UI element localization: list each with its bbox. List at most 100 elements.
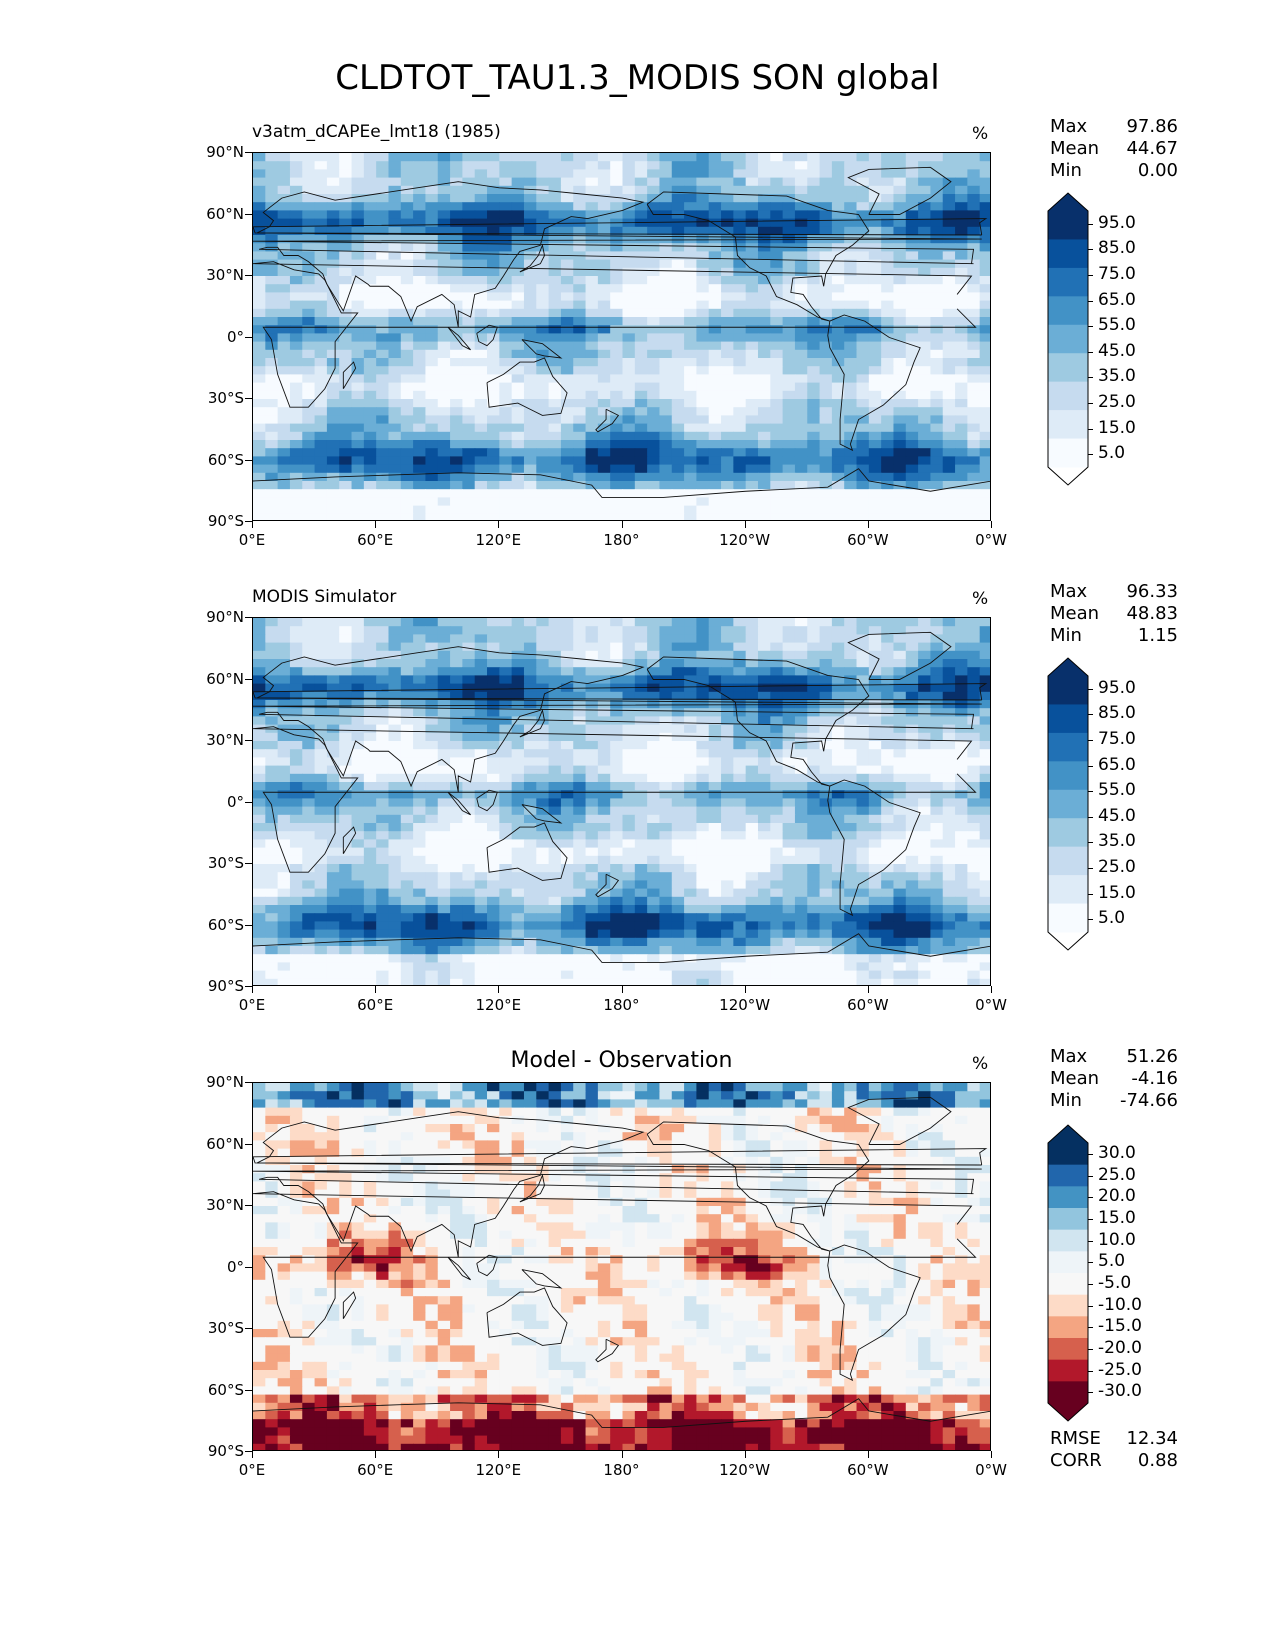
field-cell	[918, 194, 932, 203]
field-cell	[770, 169, 784, 179]
field-cell	[844, 823, 858, 832]
field-cell	[253, 284, 266, 293]
field-cell	[450, 618, 463, 627]
field-cell	[437, 749, 451, 758]
field-cell	[450, 505, 463, 515]
field-cell	[671, 259, 685, 269]
field-cell	[696, 169, 710, 179]
field-cell	[363, 243, 377, 252]
field-cell	[794, 880, 808, 890]
field-cell	[844, 267, 858, 277]
field-cell	[351, 905, 365, 914]
field-cell	[597, 325, 611, 334]
field-cell	[782, 855, 796, 865]
field-cell	[437, 855, 451, 865]
field-cell	[659, 505, 673, 515]
field-cell	[363, 382, 377, 392]
field-cell	[499, 489, 513, 498]
field-cell	[967, 896, 981, 906]
field-cell	[499, 226, 513, 236]
field-cell	[770, 782, 784, 791]
field-cell	[474, 243, 488, 252]
field-cell	[671, 864, 685, 873]
field-cell	[462, 716, 476, 726]
field-cell	[684, 513, 697, 520]
field-cell	[536, 341, 550, 351]
field-cell	[684, 847, 697, 857]
field-cell	[782, 341, 796, 351]
field-cell	[376, 259, 390, 269]
field-cell	[474, 650, 488, 660]
field-cell	[523, 505, 537, 515]
field-cell	[400, 308, 414, 318]
field-cell	[745, 675, 759, 685]
field-cell	[844, 659, 858, 668]
field-cell	[277, 464, 291, 474]
field-cell	[511, 489, 525, 498]
field-cell	[696, 708, 710, 717]
field-cell	[523, 831, 537, 840]
field-cell	[302, 448, 316, 457]
field-cell	[437, 243, 451, 252]
field-cell	[918, 667, 932, 676]
field-cell	[733, 243, 747, 252]
field-cell	[437, 913, 451, 922]
field-cell	[487, 724, 500, 734]
field-cell	[893, 790, 907, 799]
field-cell	[979, 847, 990, 857]
field-cell	[289, 798, 303, 808]
field-cell	[523, 618, 537, 627]
field-cell	[794, 317, 808, 326]
field-cell	[339, 210, 353, 220]
field-cell	[708, 284, 722, 293]
field-cell	[708, 782, 722, 791]
field-cell	[511, 267, 525, 277]
field-cell	[425, 650, 439, 660]
field-cell	[696, 308, 710, 318]
field-cell	[745, 185, 759, 195]
field-cell	[733, 317, 747, 326]
field-cell	[548, 749, 562, 758]
field-cell	[733, 513, 747, 520]
field-cell	[671, 880, 685, 890]
field-cell	[487, 407, 500, 416]
field-cell	[573, 864, 587, 873]
field-cell	[794, 448, 808, 457]
field-cell	[955, 650, 968, 660]
field-cell	[856, 226, 870, 236]
field-cell	[622, 497, 636, 507]
field-cell	[881, 790, 895, 799]
field-cell	[560, 798, 574, 808]
field-cell	[708, 440, 722, 449]
field-cell	[942, 513, 956, 520]
field-cell	[339, 415, 353, 425]
field-cell	[930, 675, 944, 685]
field-cell	[634, 708, 648, 717]
field-cell	[757, 481, 771, 490]
field-cell	[955, 194, 968, 203]
field-cell	[573, 618, 587, 627]
field-cell	[696, 276, 710, 285]
field-cell	[868, 382, 882, 392]
field-cell	[302, 472, 316, 482]
field-cell	[573, 276, 587, 285]
field-cell	[930, 872, 944, 881]
field-cell	[277, 913, 291, 922]
field-cell	[831, 618, 845, 627]
field-cell	[831, 448, 845, 457]
field-cell	[659, 724, 673, 734]
field-cell	[610, 472, 624, 482]
field-cell	[696, 284, 710, 293]
field-cell	[671, 659, 685, 668]
field-cell	[314, 448, 328, 457]
field-cell	[487, 880, 500, 890]
field-cell	[745, 896, 759, 906]
field-cell	[376, 634, 390, 644]
field-cell	[868, 505, 882, 515]
field-cell	[794, 626, 808, 635]
field-cell	[450, 325, 463, 334]
field-cell	[684, 642, 697, 652]
field-cell	[376, 235, 390, 244]
field-cell	[388, 716, 402, 726]
field-cell	[413, 634, 427, 644]
